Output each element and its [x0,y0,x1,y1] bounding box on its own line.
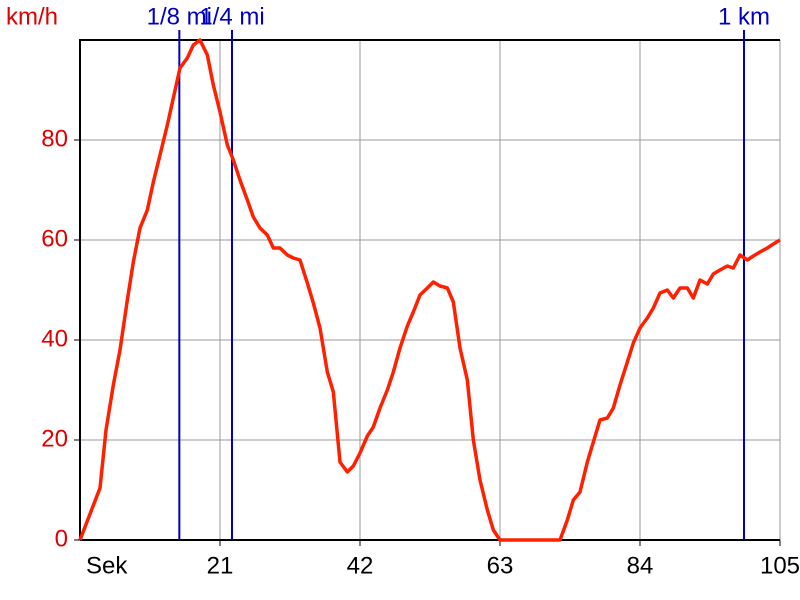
y-tick-label: 0 [55,525,68,552]
x-tick-label: 21 [207,552,234,579]
x-tick-label: 63 [487,552,514,579]
y-tick-label: 80 [41,125,68,152]
x-axis-label: Sek [86,552,128,579]
y-tick-label: 40 [41,325,68,352]
distance-marker-label: 1 km [718,3,770,30]
x-tick-label: 42 [347,552,374,579]
x-tick-label: 84 [627,552,654,579]
plot-frame [79,39,780,541]
x-tick-label: 105 [760,552,800,579]
distance-marker-label: 1/8 mi [147,3,212,30]
speed-line [78,38,781,542]
y-tick-label: 20 [41,425,68,452]
distance-marker-label: 1/4 mi [199,3,264,30]
y-axis-label: km/h [6,3,58,30]
y-tick-label: 60 [41,225,68,252]
